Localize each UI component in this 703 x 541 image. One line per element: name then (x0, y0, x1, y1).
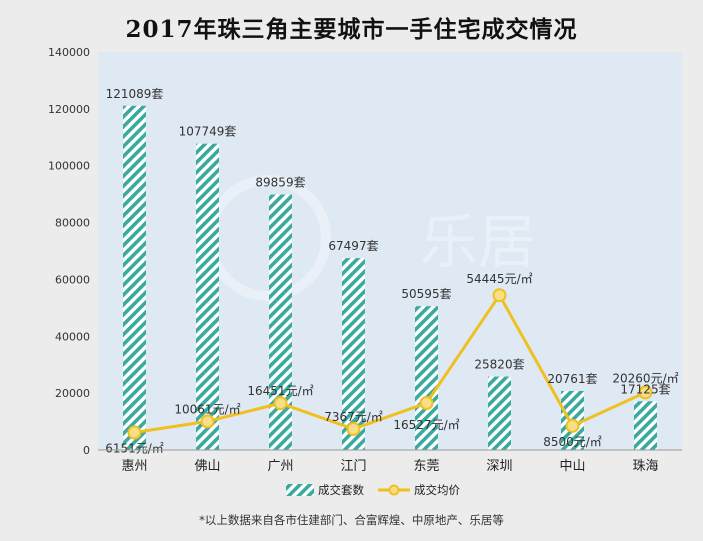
price-point (492, 288, 507, 303)
x-tick-label: 东莞 (413, 459, 439, 474)
price-value-label: 16527元/㎡ (393, 418, 459, 432)
bar-value-label: 17125套 (620, 382, 670, 396)
price-point (127, 425, 142, 440)
price-point (200, 414, 215, 429)
y-tick-label: 100000 (48, 160, 90, 173)
watermark-text: 乐居 (420, 208, 536, 276)
bar-value-label: 107749套 (179, 125, 237, 139)
y-tick-label: 80000 (55, 217, 90, 230)
legend-bar-swatch (286, 484, 314, 496)
price-point (346, 422, 361, 437)
price-point (638, 385, 653, 400)
chart-title: 2017年珠三角主要城市一手住宅成交情况 (125, 16, 578, 43)
price-value-label: 7367元/㎡ (324, 410, 383, 424)
plot-area (98, 52, 682, 450)
price-value-label: 54445元/㎡ (466, 272, 532, 286)
bar (634, 401, 657, 450)
bar-value-label: 20761套 (547, 372, 597, 386)
x-tick-label: 中山 (559, 459, 585, 474)
y-tick-label: 140000 (48, 46, 90, 59)
y-tick-label: 0 (83, 444, 90, 457)
bar (415, 306, 438, 450)
bar-value-label: 121089套 (106, 87, 164, 101)
x-tick-label: 佛山 (194, 459, 220, 474)
bar (123, 105, 146, 451)
bar-value-label: 25820套 (474, 358, 524, 372)
bar (269, 194, 292, 450)
legend-line-label: 成交均价 (414, 483, 460, 497)
x-tick-label: 深圳 (486, 459, 512, 474)
bar (488, 376, 511, 450)
price-value-label: 8500元/㎡ (543, 435, 602, 449)
bar (342, 258, 365, 450)
y-tick-label: 40000 (55, 330, 90, 343)
bar-value-label: 67497套 (328, 239, 378, 253)
y-tick-label: 60000 (55, 273, 90, 286)
bar (196, 143, 219, 450)
x-tick-label: 珠海 (632, 459, 658, 474)
price-value-label: 6151元/㎡ (105, 442, 164, 456)
bar-value-label: 89859套 (255, 176, 305, 190)
price-point (419, 396, 434, 411)
price-value-label: 20260元/㎡ (612, 371, 678, 385)
x-tick-label: 江门 (340, 459, 366, 474)
y-tick-label: 20000 (55, 387, 90, 400)
x-tick-label: 广州 (267, 459, 293, 474)
price-value-label: 10061元/㎡ (174, 402, 240, 416)
price-line (134, 292, 647, 434)
price-point (565, 418, 580, 433)
legend-bar-label: 成交套数 (318, 483, 364, 497)
price-point (273, 396, 288, 411)
x-tick-label: 惠州 (121, 459, 147, 474)
bar-value-label: 50595套 (401, 287, 451, 301)
footnote: *以上数据来自各市住建部门、合富辉煌、中原地产、乐居等 (199, 513, 504, 527)
y-tick-label: 120000 (48, 103, 90, 116)
legend-line-marker (388, 484, 400, 496)
price-value-label: 16451元/㎡ (247, 384, 313, 398)
